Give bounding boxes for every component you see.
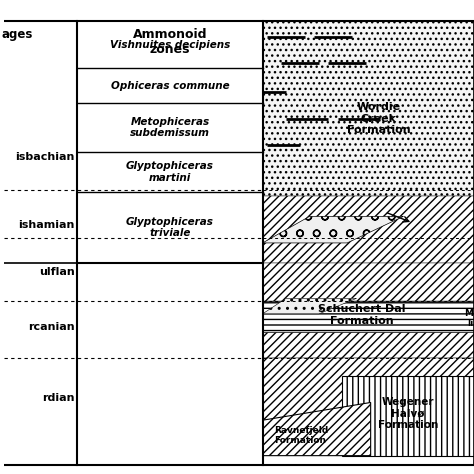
Text: Vishnuites decipiens: Vishnuites decipiens [109, 40, 230, 50]
Polygon shape [263, 298, 356, 314]
Text: isbachian: isbachian [15, 152, 75, 162]
Polygon shape [263, 301, 474, 332]
Text: Ophiceras commune: Ophiceras commune [110, 81, 229, 91]
Text: Glyptophiceras
martini: Glyptophiceras martini [126, 161, 214, 183]
Text: ishamian: ishamian [18, 220, 75, 230]
Text: rcanian: rcanian [28, 322, 75, 332]
Polygon shape [263, 196, 474, 263]
Polygon shape [343, 376, 474, 456]
Polygon shape [263, 216, 403, 243]
Polygon shape [263, 358, 474, 420]
Text: Ravnefjeld
Formation: Ravnefjeld Formation [274, 426, 328, 446]
Polygon shape [263, 402, 371, 456]
Polygon shape [263, 263, 474, 301]
Polygon shape [263, 21, 474, 196]
Text: Wegener
Halvø
Formation: Wegener Halvø Formation [378, 397, 438, 430]
Bar [77, 21, 263, 263]
Text: ulflan: ulflan [39, 267, 75, 277]
Text: Glyptophiceras
triviale: Glyptophiceras triviale [126, 217, 214, 238]
Text: Schuchert Dal
Formation: Schuchert Dal Formation [318, 304, 406, 326]
Polygon shape [263, 332, 474, 358]
Text: rdian: rdian [42, 393, 75, 403]
Text: M
li: M li [464, 309, 473, 328]
Text: Metophiceras
subdemissum: Metophiceras subdemissum [130, 117, 210, 138]
Text: Ammonoid
zones: Ammonoid zones [133, 28, 207, 56]
Text: Wordie
Creek
Formation: Wordie Creek Formation [347, 102, 410, 136]
Text: ages: ages [2, 28, 33, 41]
